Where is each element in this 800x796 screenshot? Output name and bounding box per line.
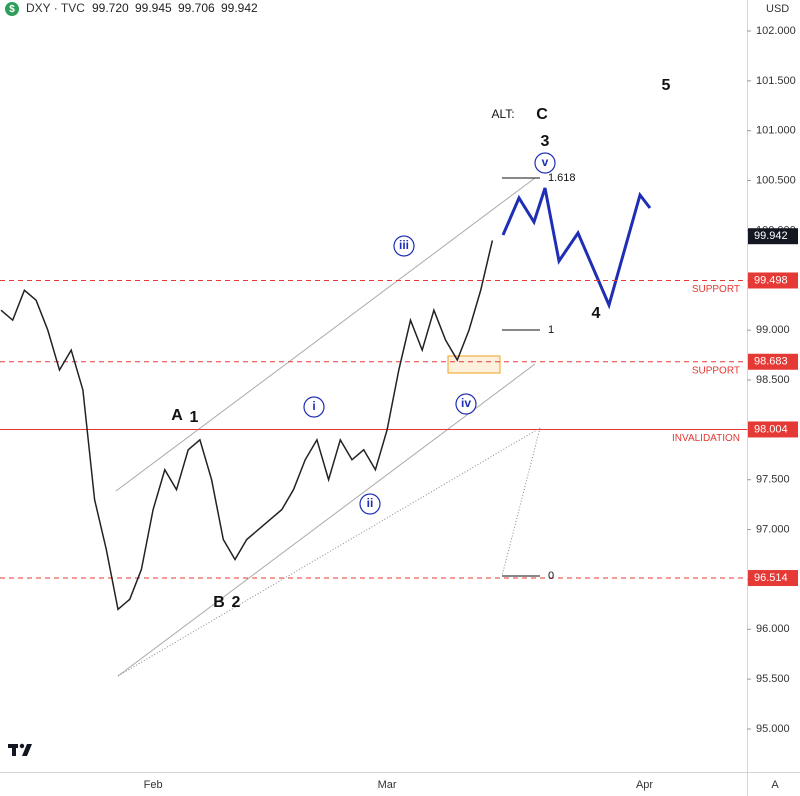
logo-part <box>12 744 16 756</box>
level-tag <box>748 421 798 438</box>
wave-label: B <box>213 594 225 611</box>
wave-circle-label: iv <box>461 396 471 410</box>
wave-circle <box>393 235 415 257</box>
level-note: SUPPORT <box>692 284 740 295</box>
wave-label: 3 <box>541 133 550 150</box>
ohlc-value: 99.945 <box>135 1 172 15</box>
wave-circle <box>455 393 477 415</box>
wave-label: ALT: <box>491 107 514 121</box>
symbol-icon-glyph: $ <box>9 4 15 15</box>
y-tick-label: 98.500 <box>756 374 790 386</box>
fib-label: 0 <box>548 570 554 582</box>
scale-mode: A <box>771 779 779 791</box>
level-tag-label: 98.004 <box>754 423 788 435</box>
wave-label: 1 <box>190 409 199 426</box>
level-tag-label: 99.498 <box>754 274 788 286</box>
level-tag-label: 96.514 <box>754 572 788 584</box>
y-tick-label: 97.000 <box>756 523 790 535</box>
logo-part <box>19 743 25 749</box>
y-tick-label: 95.500 <box>756 673 790 685</box>
last-price-label: 99.942 <box>754 230 788 242</box>
level-tag <box>748 272 798 289</box>
ohlc-value: 99.720 <box>92 1 129 15</box>
level-tag <box>748 353 798 370</box>
annotations <box>115 177 652 677</box>
forecast-path <box>501 187 652 310</box>
wave-circle-label: ii <box>367 496 374 510</box>
y-tick-label: 101.000 <box>756 125 796 137</box>
ohlc-value: 99.942 <box>221 1 258 15</box>
wave-label: 5 <box>662 77 671 94</box>
symbol: DXY · TVC <box>26 1 85 15</box>
level-tag <box>748 570 798 587</box>
wave-circle <box>303 396 325 418</box>
y-tick-label: 95.000 <box>756 723 790 735</box>
wave-label: A <box>171 407 183 424</box>
wave-circle-label: iii <box>399 238 409 252</box>
channel-line <box>115 177 536 492</box>
level-note: INVALIDATION <box>672 433 740 444</box>
trend-dotted <box>117 427 541 677</box>
y-tick-label: 100.500 <box>756 174 796 186</box>
wave-label: 2 <box>232 594 241 611</box>
fib-label: 1 <box>548 324 554 336</box>
ohlc-value: 99.706 <box>178 1 215 15</box>
level-tag-label: 98.683 <box>754 356 788 368</box>
y-tick-label: 99.000 <box>756 324 790 336</box>
wave-circle-label: i <box>312 399 315 413</box>
symbol-icon <box>5 2 19 16</box>
currency: USD <box>766 3 789 15</box>
y-tick-label: 97.500 <box>756 474 790 486</box>
last-price-tag <box>748 228 798 245</box>
x-tick-label: Feb <box>144 779 163 791</box>
x-tick-label: Mar <box>378 779 397 791</box>
y-tick-label: 101.500 <box>756 75 796 87</box>
x-tick-label: Apr <box>636 779 653 791</box>
wave-circle-label: v <box>542 155 549 169</box>
zone-box <box>447 355 501 374</box>
channel-line <box>117 363 536 677</box>
logo-part <box>22 744 32 756</box>
level-note: SUPPORT <box>692 365 740 376</box>
y-tick-label: 102.000 <box>756 25 796 37</box>
y-tick-label: 96.000 <box>756 623 790 635</box>
wave-circle <box>359 493 381 515</box>
wave-circle <box>534 152 556 174</box>
wave-label: C <box>536 106 548 123</box>
price-line <box>0 240 494 611</box>
fib-label: 1.618 <box>548 172 576 184</box>
wave-label: 4 <box>592 305 601 322</box>
tv-logo <box>8 743 32 756</box>
